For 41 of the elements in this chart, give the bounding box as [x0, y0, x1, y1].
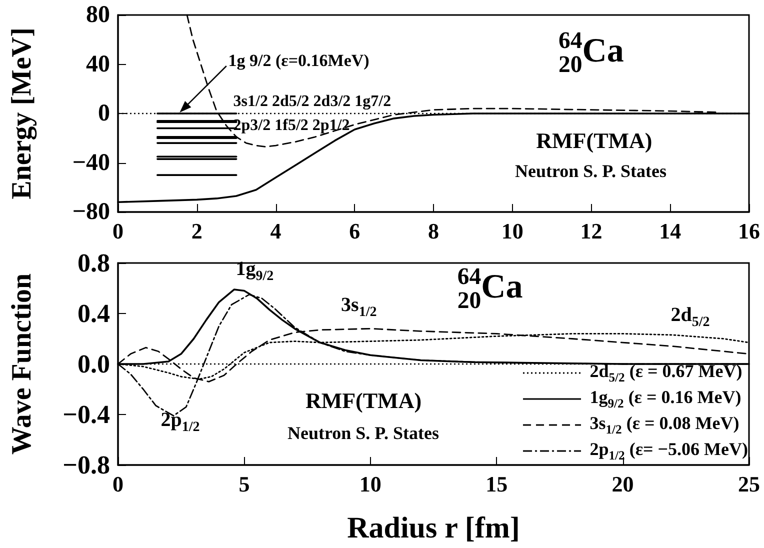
- y-tick-label: 0.8: [78, 248, 110, 278]
- x-tick-label: 14: [659, 218, 682, 244]
- annotation: 3s1/2 2d5/2 2d3/2 1g7/2: [233, 92, 392, 110]
- x-tick-label: 10: [501, 218, 524, 244]
- y-tick-label: 0.4: [78, 299, 110, 328]
- legend-label: 3s$_{1/2}$ (ε = 0.08 MeV): [590, 412, 740, 438]
- legend-label: 2d$_{5/2}$ (ε = 0.67 MeV): [590, 360, 742, 386]
- annotation: 1g 9/2 (ε=0.16MeV): [228, 50, 370, 70]
- y-tick-label: 0: [98, 100, 110, 126]
- x-tick-label: 6: [349, 218, 360, 244]
- y-tick-label: −80: [72, 199, 110, 225]
- annotation: Neutron S. P. States: [515, 160, 667, 181]
- annotation: RMF(TMA): [536, 128, 652, 154]
- y-tick-label: −0.8: [62, 450, 110, 480]
- x-tick-label: 10: [359, 472, 382, 496]
- annotation: 1g$_{9/2}$: [236, 258, 274, 284]
- y-tick-label: 0.0: [78, 350, 110, 378]
- x-tick-label: 5: [238, 472, 250, 496]
- x-tick-label: 2: [191, 218, 202, 244]
- y-axis-title: Wave Function: [6, 272, 38, 455]
- annotation: 2d$_{5/2}$: [670, 304, 710, 330]
- legend-label: 1g$_{9/2}$ (ε = 0.16 MeV): [590, 386, 742, 412]
- x-tick-label: 8: [428, 218, 439, 244]
- legend-label: 2p$_{1/2}$ (ε= −5.06 MeV): [590, 438, 748, 464]
- x-tick-label: 15: [486, 472, 508, 496]
- annotation: Neutron S. P. States: [287, 422, 439, 443]
- x-tick-label: 16: [738, 218, 760, 244]
- x-tick-label: 12: [580, 218, 602, 244]
- annotation: 2p3/2 1f5/2 2p1/2: [233, 117, 350, 134]
- x-tick-label: 20: [612, 472, 634, 496]
- y-tick-label: 40: [86, 51, 110, 78]
- annotation: 3s$_{1/2}$: [341, 294, 377, 320]
- y-tick-label: −0.4: [62, 400, 110, 429]
- annotation: 2p$_{1/2}$: [160, 408, 200, 435]
- annotation: RMF(TMA): [305, 388, 422, 413]
- y-tick-label: −40: [72, 150, 110, 176]
- y-axis-title: Energy [MeV]: [6, 28, 38, 200]
- x-tick-label: 25: [738, 472, 760, 496]
- x-axis-title: Radius r [fm]: [347, 512, 520, 544]
- x-tick-label: 4: [270, 218, 282, 244]
- y-tick-label: 80: [86, 2, 110, 28]
